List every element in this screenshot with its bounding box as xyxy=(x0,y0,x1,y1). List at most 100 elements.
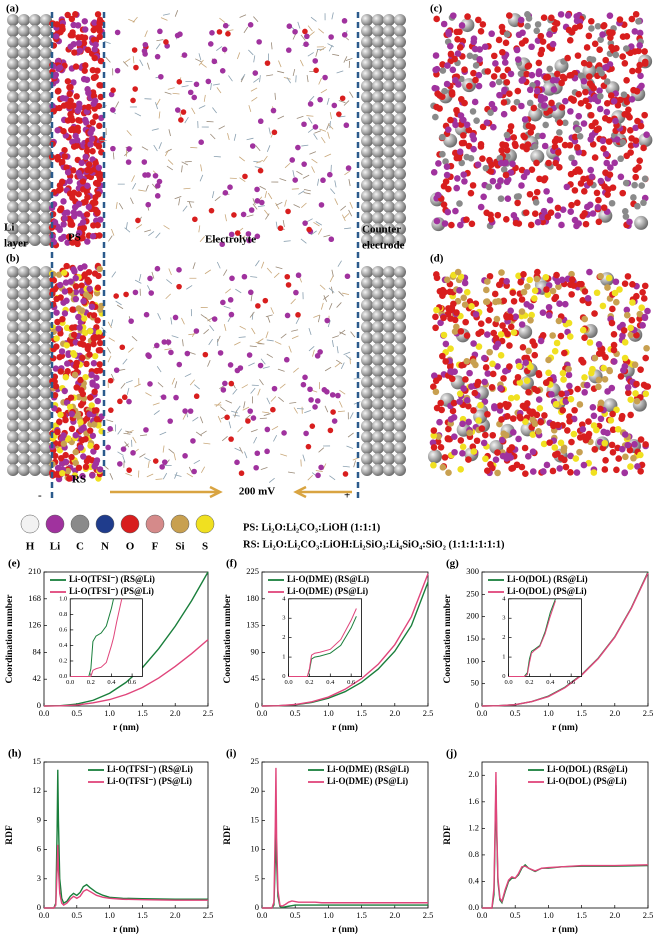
solvent-bond xyxy=(236,52,241,60)
sei-atom xyxy=(83,458,91,465)
electrolyte-atom xyxy=(285,208,291,215)
sei-atom xyxy=(489,81,496,88)
sei-atom xyxy=(96,19,103,27)
sei-atom xyxy=(581,334,588,342)
sei-atom xyxy=(582,97,590,105)
sei-atom xyxy=(500,297,508,305)
sei-atom xyxy=(96,339,104,347)
sei-atom xyxy=(91,105,98,112)
sei-atom xyxy=(639,322,646,329)
sei-atom xyxy=(574,52,582,59)
electrolyte-atom xyxy=(270,406,276,413)
electrode-atom xyxy=(29,234,41,246)
solvent-bond xyxy=(109,473,114,480)
sei-atom xyxy=(56,182,64,189)
plot-frame xyxy=(43,761,209,909)
solvent-bond xyxy=(312,349,315,357)
sei-atom xyxy=(609,410,616,418)
sei-atom xyxy=(521,116,529,123)
sei-atom xyxy=(477,141,485,148)
electrolyte-atom xyxy=(190,438,196,444)
solvent-bond xyxy=(199,416,204,424)
sei-atom xyxy=(574,144,581,151)
electrode-atom xyxy=(18,146,30,158)
sei-atom xyxy=(74,236,81,243)
sei-atom xyxy=(603,159,611,167)
electrolyte-atom xyxy=(345,165,352,171)
sei-atom xyxy=(438,93,446,100)
solvent-bond xyxy=(308,95,315,102)
solvent-bond xyxy=(144,229,152,233)
sei-atom xyxy=(540,207,548,215)
sei-atom xyxy=(439,67,447,74)
solvent-bond xyxy=(163,225,170,230)
solvent-bond xyxy=(253,77,260,83)
sei-atom xyxy=(586,55,594,63)
solvent-bond xyxy=(227,133,230,141)
sei-atom xyxy=(585,73,593,80)
electrolyte-atom xyxy=(228,380,235,387)
series-line xyxy=(508,600,556,678)
electrode-atom xyxy=(383,223,395,235)
sei-atom xyxy=(456,287,463,294)
solvent-bond xyxy=(239,446,244,454)
sei-atom xyxy=(575,112,583,120)
y-tick-label: 150 xyxy=(466,633,479,643)
electrode-atom xyxy=(394,201,406,213)
sei-atom xyxy=(610,331,618,338)
sei-atom xyxy=(599,302,607,310)
sei-atom xyxy=(506,12,513,19)
sei-atom xyxy=(619,332,626,339)
sei-atom xyxy=(490,123,497,131)
molecular-renderings xyxy=(7,10,653,483)
electrolyte-atom xyxy=(119,344,126,351)
sei-atom xyxy=(524,63,532,70)
electrode-atom xyxy=(394,102,406,114)
sei-atom xyxy=(442,340,450,348)
sei-atom xyxy=(74,124,81,131)
sei-atom xyxy=(624,441,632,449)
sei-atom xyxy=(90,340,97,348)
x-tick-label: 2.5 xyxy=(203,910,214,920)
electrode-atom xyxy=(7,58,19,70)
sei-atom xyxy=(553,339,561,347)
solvent-bond xyxy=(164,91,172,95)
sei-atom xyxy=(430,432,438,439)
sei-atom xyxy=(88,303,96,310)
sei-atom xyxy=(586,268,593,276)
sei-atom xyxy=(535,70,543,78)
sei-atom xyxy=(473,117,480,124)
electrode-atom xyxy=(7,113,19,125)
solvent-bond xyxy=(162,445,165,453)
legend-label: Li-O(TFSI⁻) (PS@Li) xyxy=(107,776,192,786)
sei-atom xyxy=(580,461,588,469)
electrode-atom xyxy=(361,464,373,476)
electrode-atom xyxy=(394,58,406,70)
sei-atom xyxy=(54,153,61,161)
series-line xyxy=(508,598,556,678)
sei-atom xyxy=(571,406,578,414)
electrolyte-atom xyxy=(329,392,336,398)
sei-atom xyxy=(623,306,631,314)
solvent-bond xyxy=(228,75,233,82)
sei-atom xyxy=(583,44,591,51)
sei-atom xyxy=(94,284,102,291)
sei-atom xyxy=(486,348,493,356)
sei-atom xyxy=(498,436,506,444)
sei-atom xyxy=(552,159,559,167)
electrode-atom xyxy=(394,376,406,388)
electrode-atom xyxy=(394,266,406,278)
sei-atom xyxy=(458,362,465,369)
composition: RS: Li₂O:Li₂CO₃:LiOH:Li₂SiO₃:Li₄SiO₄:SiO… xyxy=(243,539,505,550)
sei-atom xyxy=(479,21,487,28)
electrode-atom xyxy=(40,113,52,125)
sei-atom xyxy=(546,196,554,204)
sei-atom xyxy=(96,367,104,374)
sei-atom xyxy=(623,33,631,40)
sei-atom xyxy=(567,170,575,178)
sei-atom xyxy=(499,72,507,80)
solvent-bond xyxy=(266,145,271,152)
electrode-atom xyxy=(372,91,384,103)
electrode-atom xyxy=(18,179,30,191)
sei-atom xyxy=(553,70,561,78)
